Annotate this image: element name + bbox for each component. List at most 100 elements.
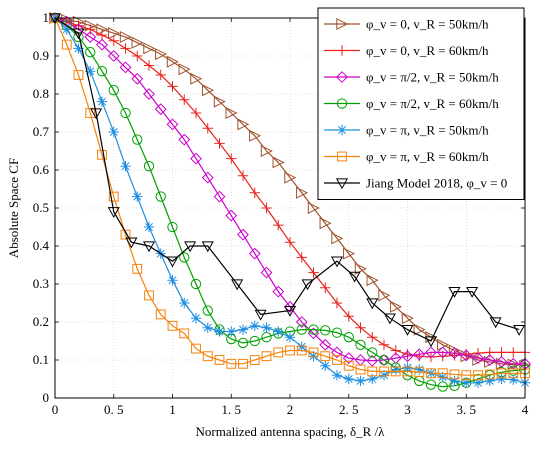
x-tick-label: 3. 5 — [457, 402, 477, 417]
x-tick-label: 3 — [404, 402, 411, 417]
series-4-point — [296, 341, 307, 352]
series-1-point — [355, 322, 366, 333]
series-6-point — [366, 298, 379, 310]
series-3-point — [425, 379, 437, 390]
series-1-point — [496, 347, 507, 358]
x-tick-label: 2. 5 — [339, 402, 359, 417]
series-2-point — [366, 354, 379, 367]
series-4-point — [461, 377, 472, 388]
series-2-point — [131, 72, 144, 85]
series-0-point — [202, 84, 215, 97]
series-0-point — [155, 48, 168, 61]
series-3-point — [249, 335, 260, 347]
series-4-point — [108, 126, 119, 138]
series-2-point — [178, 133, 191, 146]
series-3-point — [85, 47, 96, 58]
series-1-point — [273, 219, 284, 231]
series-0-point — [507, 358, 520, 371]
series-2-point — [460, 349, 473, 362]
series-4-point — [402, 362, 413, 373]
series-5-point — [97, 149, 107, 160]
series-4-point — [367, 373, 378, 385]
series-5-point — [461, 370, 472, 381]
series-0-point — [131, 36, 144, 49]
series-0-point — [166, 55, 179, 68]
series-4-point — [226, 326, 237, 337]
series-0-point — [401, 312, 414, 325]
series-2-point — [190, 152, 202, 165]
series-3-point — [355, 339, 366, 350]
series-5-point — [473, 370, 483, 381]
series-1-point — [85, 24, 96, 35]
series-1-point — [190, 107, 202, 119]
series-3-point — [132, 134, 143, 145]
legend-swatch-marker — [337, 151, 347, 162]
series-5-point — [191, 343, 201, 354]
y-tick-label: 0.2 — [33, 314, 49, 329]
y-tick-label: 0.9 — [33, 48, 49, 63]
series-2-point — [225, 209, 238, 222]
series-1-point — [284, 237, 296, 248]
legend: φ_v = 0, v_R = 50km/h φ_v = 0, v_R = 60km… — [317, 7, 525, 200]
series-1-point — [132, 50, 143, 62]
series-line-5 — [54, 17, 525, 376]
legend-item-2: φ_v = π/2, v_R = 50km/h — [324, 70, 499, 85]
series-4-point — [449, 375, 460, 387]
series-2-point — [272, 285, 285, 298]
series-5-point — [308, 347, 319, 358]
series-3-point — [108, 85, 119, 96]
series-4-point — [284, 332, 296, 343]
series-0-point — [190, 72, 203, 85]
series-4-point — [496, 373, 507, 385]
legend-swatch-marker — [336, 17, 349, 31]
series-6-point — [424, 336, 438, 348]
series-0-point — [272, 156, 285, 169]
series-0-point — [237, 118, 250, 131]
series-1-point — [261, 202, 272, 214]
series-6-point — [254, 309, 267, 321]
series-5-point — [426, 368, 436, 379]
series-5-point — [144, 290, 154, 301]
legend-swatch-marker — [336, 45, 348, 56]
series-3-point — [237, 337, 249, 349]
series-3-point — [202, 305, 213, 316]
series-4-point — [378, 370, 390, 381]
series-5-point — [120, 229, 131, 240]
series-3-point — [143, 161, 155, 172]
series-4-point — [120, 161, 131, 172]
series-2-point — [119, 61, 132, 74]
series-4-point — [167, 275, 178, 286]
series-0-point — [331, 232, 344, 245]
series-2-point — [213, 190, 226, 203]
series-6-point — [466, 286, 479, 298]
series-2-point — [448, 347, 461, 360]
series-2-point — [472, 352, 484, 365]
series-0-point — [307, 201, 320, 215]
series-4-point — [96, 96, 108, 107]
x-tick-label: 4 — [522, 402, 529, 417]
series-4-point — [61, 24, 72, 35]
series-4-point — [261, 322, 272, 333]
series-1-point — [214, 138, 225, 149]
series-5-point — [437, 368, 448, 379]
series-6-point — [401, 324, 414, 336]
legend-swatch-marker — [335, 178, 349, 190]
series-5-point — [332, 355, 342, 365]
series-6-point — [142, 241, 156, 253]
legend-item-3: φ_v = π/2, v_R = 60km/h — [324, 96, 499, 111]
series-0-point — [413, 323, 426, 336]
series-1-point — [96, 29, 108, 41]
series-4-point — [508, 374, 519, 385]
series-line-6 — [54, 17, 520, 342]
series-1-point — [120, 43, 131, 54]
series-2-point — [413, 348, 426, 361]
series-6-point — [48, 13, 62, 25]
series-4-point — [249, 320, 260, 331]
series-3-point — [73, 31, 84, 43]
series-4-point — [143, 221, 155, 233]
series-1-point — [367, 332, 378, 343]
series-3-point — [320, 325, 331, 336]
series-1-point — [179, 94, 190, 105]
series-6-point — [301, 279, 314, 291]
y-tick-label: 0.4 — [33, 238, 50, 253]
